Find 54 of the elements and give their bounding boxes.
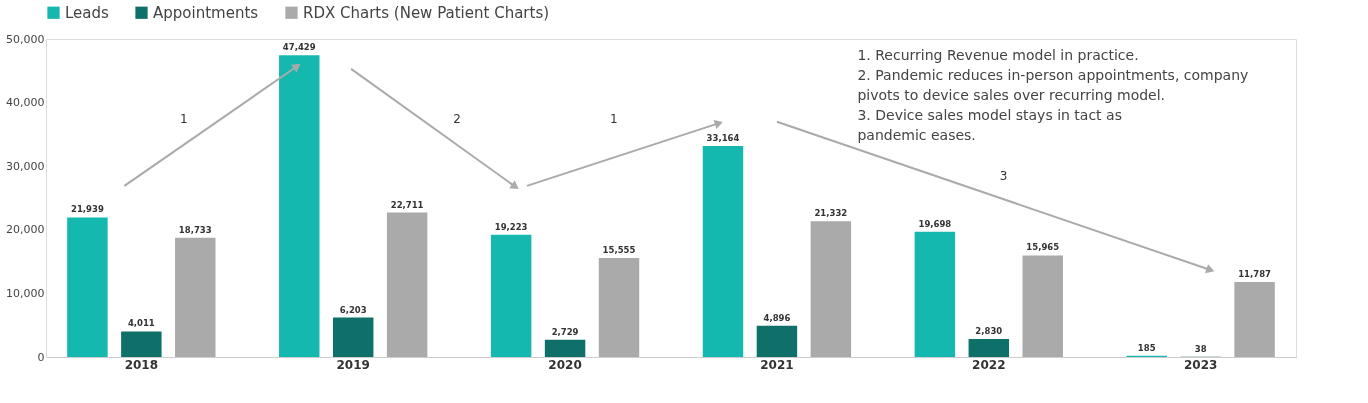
data-label: 21,939 (71, 204, 104, 215)
x-tick-label: 2022 (972, 357, 1006, 372)
annotation: 2 (453, 111, 461, 126)
data-label: 6,203 (339, 304, 367, 315)
data-label: 18,733 (178, 224, 212, 235)
bar (121, 331, 162, 357)
y-tick-label: 30,000 (6, 159, 45, 173)
y-tick-label: 0 (37, 350, 45, 364)
y-tick-label: 10,000 (6, 286, 45, 300)
bar (67, 217, 108, 357)
data-label: 22,711 (390, 199, 424, 210)
y-tick-label: 20,000 (6, 223, 45, 237)
data-label: 4,896 (763, 312, 791, 323)
bar (1234, 282, 1275, 357)
data-label: 185 (1137, 342, 1156, 353)
annotation: 3 (999, 169, 1008, 184)
x-tick-label: 2021 (760, 357, 794, 372)
bar (386, 212, 428, 357)
y-tick-label: 40,000 (6, 96, 45, 110)
bar (175, 237, 216, 357)
bar (810, 221, 852, 357)
bar (332, 317, 374, 357)
data-label: 15,965 (1026, 242, 1060, 253)
data-label: 38 (1194, 343, 1207, 354)
legend-label: RDX Charts (New Patient Charts) (303, 3, 550, 22)
annotation: 1 (179, 111, 188, 126)
bar (968, 339, 1010, 357)
annotation: 1 (609, 111, 618, 126)
x-tick-label: 2020 (548, 357, 582, 372)
data-label: 2,830 (975, 326, 1003, 336)
bar (756, 325, 798, 357)
legend-label: Leads (65, 3, 110, 22)
bar (702, 146, 744, 357)
bar (544, 339, 586, 357)
data-label: 33,164 (706, 133, 740, 144)
y-tick-label: 50,000 (6, 32, 45, 46)
x-tick-label: 2018 (124, 357, 159, 372)
data-label: 4,011 (127, 318, 155, 329)
bar (1022, 255, 1063, 357)
data-label: 11,787 (1238, 269, 1272, 280)
data-label: 47,429 (282, 42, 316, 53)
data-label: 19,223 (494, 221, 528, 232)
bar (279, 55, 320, 357)
bar (914, 231, 956, 357)
bar (490, 234, 532, 357)
data-label: 19,698 (918, 218, 952, 229)
data-label: 2,729 (551, 326, 579, 337)
annotation: 1. Recurring Revenue model in practice. 2. Pandemic reduces in-person appointments, company pivots to device sales over recurring model. 3. Device sales model stays in tact as pandemic eases. (857, 46, 1249, 143)
bar (598, 258, 640, 357)
x-tick-label: 2023 (1183, 357, 1218, 372)
x-tick-label: 2019 (336, 357, 370, 372)
data-label: 21,332 (814, 208, 848, 219)
legend-label: Appointments (153, 3, 259, 22)
data-label: 15,555 (602, 245, 636, 256)
